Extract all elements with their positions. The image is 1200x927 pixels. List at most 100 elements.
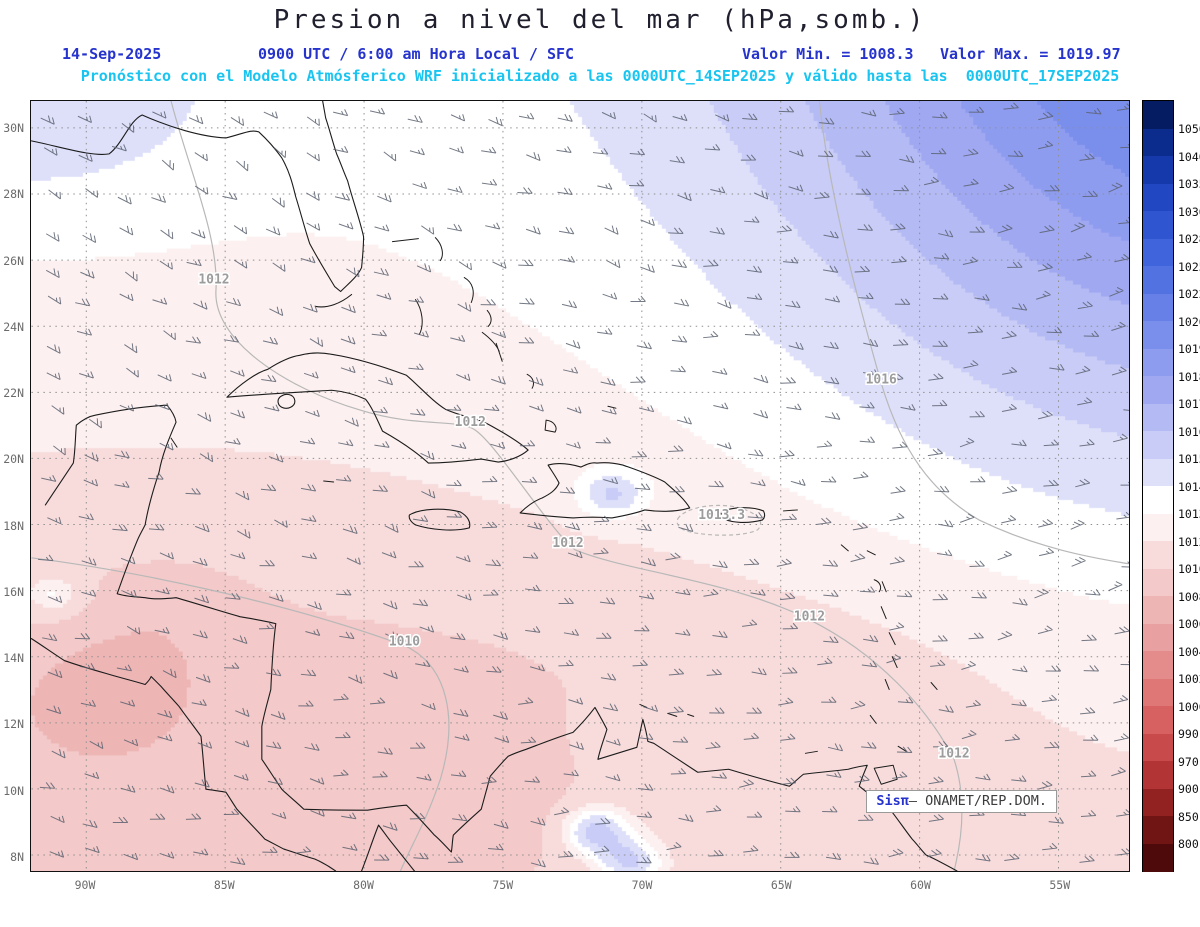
isobar-label: 1012 bbox=[198, 273, 229, 288]
colorbar-segment bbox=[1143, 128, 1173, 157]
colorbar-segment bbox=[1143, 211, 1173, 240]
lat-label: 22N bbox=[3, 386, 24, 401]
colorbar-segment bbox=[1143, 376, 1173, 405]
colorbar-tick-label: 1008 bbox=[1178, 589, 1200, 604]
lon-label: 55W bbox=[1049, 878, 1071, 892]
colorbar-tick-label: 1002 bbox=[1178, 672, 1200, 686]
colorbar-tick-label: 1030 bbox=[1178, 204, 1200, 219]
colorbar-segment bbox=[1143, 816, 1173, 845]
lon-label: 85W bbox=[213, 878, 235, 892]
colorbar-tick-label: 900 bbox=[1178, 782, 1199, 796]
pressure-shading bbox=[31, 101, 1129, 871]
attribution-brand: Sisπ bbox=[876, 793, 909, 809]
colorbar-segment bbox=[1143, 293, 1173, 322]
colorbar-tick-label: 800 bbox=[1178, 837, 1199, 851]
coast-florida-keys bbox=[315, 293, 353, 308]
lon-label: 65W bbox=[770, 878, 792, 892]
coast-jamaica bbox=[408, 508, 471, 531]
colorbar-segment bbox=[1143, 568, 1173, 597]
colorbar-segment bbox=[1143, 623, 1173, 652]
colorbar-segment bbox=[1143, 458, 1173, 487]
header-min: Valor Min. = 1008.3 bbox=[742, 45, 914, 63]
colorbar-segment bbox=[1143, 156, 1173, 185]
lat-label: 20N bbox=[3, 452, 24, 467]
header-time: 0900 UTC / 6:00 am Hora Local / SFC bbox=[258, 45, 575, 63]
coast-gulf-florida bbox=[31, 101, 365, 293]
colorbar-segment bbox=[1143, 238, 1173, 267]
coast-bahamas bbox=[170, 237, 617, 483]
colorbar-labels: 1050 1040 1035 1030 1028 1025 1022 1020 1019 1018… bbox=[1178, 101, 1200, 883]
isobar-label: 1012 bbox=[455, 415, 486, 430]
lat-label: 14N bbox=[3, 651, 24, 666]
isobar-1016-line bbox=[818, 101, 1129, 565]
isobar-label: 1013.3 bbox=[698, 508, 745, 523]
lat-label: 28N bbox=[3, 187, 24, 202]
isobar-1013-loop bbox=[676, 504, 762, 536]
coastlines bbox=[31, 101, 958, 871]
colorbar-tick-label: 850 bbox=[1178, 809, 1199, 824]
lon-label: 75W bbox=[492, 878, 514, 892]
colorbar-segment bbox=[1143, 843, 1173, 872]
colorbar-segment bbox=[1143, 706, 1173, 735]
isobar-label: 1012 bbox=[794, 610, 825, 625]
colorbar-segment bbox=[1143, 321, 1173, 350]
colorbar-tick-label: 1035 bbox=[1178, 177, 1200, 191]
lon-label: 80W bbox=[353, 878, 374, 892]
coast-hispaniola bbox=[519, 462, 691, 519]
coast-central-south-america bbox=[44, 404, 958, 871]
colorbar-segment bbox=[1143, 513, 1173, 542]
colorbar-segment bbox=[1143, 486, 1173, 515]
colorbar-tick-label: 1014 bbox=[1178, 479, 1200, 494]
colorbar-tick-label: 1000 bbox=[1178, 699, 1200, 714]
colorbar-segment bbox=[1143, 761, 1173, 790]
colorbar-tick-label: 1017 bbox=[1178, 397, 1200, 411]
colorbar-tick-label: 1028 bbox=[1178, 232, 1200, 246]
colorbar-segment bbox=[1143, 348, 1173, 377]
colorbar-segment bbox=[1143, 541, 1173, 570]
colorbar-tick-label: 1022 bbox=[1178, 287, 1200, 301]
colorbar-tick-label: 1020 bbox=[1178, 314, 1200, 329]
lat-label: 16N bbox=[3, 584, 24, 599]
colorbar-swatches bbox=[1142, 100, 1174, 872]
header-forecast-line: Pronóstico con el Modelo Atmósferico WRF… bbox=[80, 67, 1120, 85]
isobar-label: 1016 bbox=[866, 372, 897, 387]
header-date: 14-Sep-2025 bbox=[62, 45, 162, 63]
coast-isle-of-youth bbox=[277, 393, 296, 409]
colorbar-segment bbox=[1143, 403, 1173, 432]
colorbar-tick-label: 1006 bbox=[1178, 617, 1200, 631]
colorbar-tick-label: 1016 bbox=[1178, 424, 1200, 439]
header-max: Valor Max. = 1019.97 bbox=[940, 45, 1121, 63]
coast-lesser-antilles bbox=[639, 509, 938, 785]
lat-label: 26N bbox=[3, 253, 24, 268]
colorbar-tick-label: 1012 bbox=[1178, 534, 1200, 549]
colorbar-tick-label: 1025 bbox=[1178, 259, 1200, 274]
isobar-label: 1010 bbox=[389, 635, 420, 650]
colorbar-tick-label: 1018 bbox=[1178, 369, 1200, 384]
lat-axis: 30N 28N 26N 24N 22N 20N 18N 16N 14N 12N 10N 8N bbox=[0, 100, 29, 872]
coast-pacific bbox=[31, 638, 415, 871]
colorbar-segment bbox=[1143, 596, 1173, 625]
colorbar-tick-label: 1050 bbox=[1178, 122, 1200, 136]
coast-cuba bbox=[226, 352, 529, 464]
colorbar-segment bbox=[1143, 101, 1173, 130]
colorbar-segment bbox=[1143, 678, 1173, 707]
map-area: 1012 1012 1016 1013.3 1012 1012 1010 1012 Sisπ–… bbox=[30, 100, 1130, 872]
colorbar-segment bbox=[1143, 266, 1173, 295]
colorbar-segment bbox=[1143, 183, 1173, 212]
lat-label: 24N bbox=[3, 319, 24, 334]
lat-label: 18N bbox=[3, 518, 24, 533]
colorbar-segment bbox=[1143, 431, 1173, 460]
map-overlay: 1012 1012 1016 1013.3 1012 1012 1010 1012 bbox=[31, 101, 1129, 871]
colorbar-tick-label: 1040 bbox=[1178, 149, 1200, 164]
colorbar-segment bbox=[1143, 788, 1173, 817]
lat-label: 12N bbox=[3, 717, 24, 732]
isobar-1010-line bbox=[31, 557, 450, 871]
colorbar-tick-label: 970 bbox=[1178, 754, 1199, 769]
attribution-text: – ONAMET/REP.DOM. bbox=[908, 793, 1047, 809]
isobar-label: 1012 bbox=[938, 746, 969, 761]
lat-label: 10N bbox=[3, 783, 24, 798]
lon-label: 90W bbox=[74, 878, 96, 892]
isobar-label: 1012 bbox=[552, 536, 583, 551]
isobar-contours bbox=[31, 101, 1129, 871]
